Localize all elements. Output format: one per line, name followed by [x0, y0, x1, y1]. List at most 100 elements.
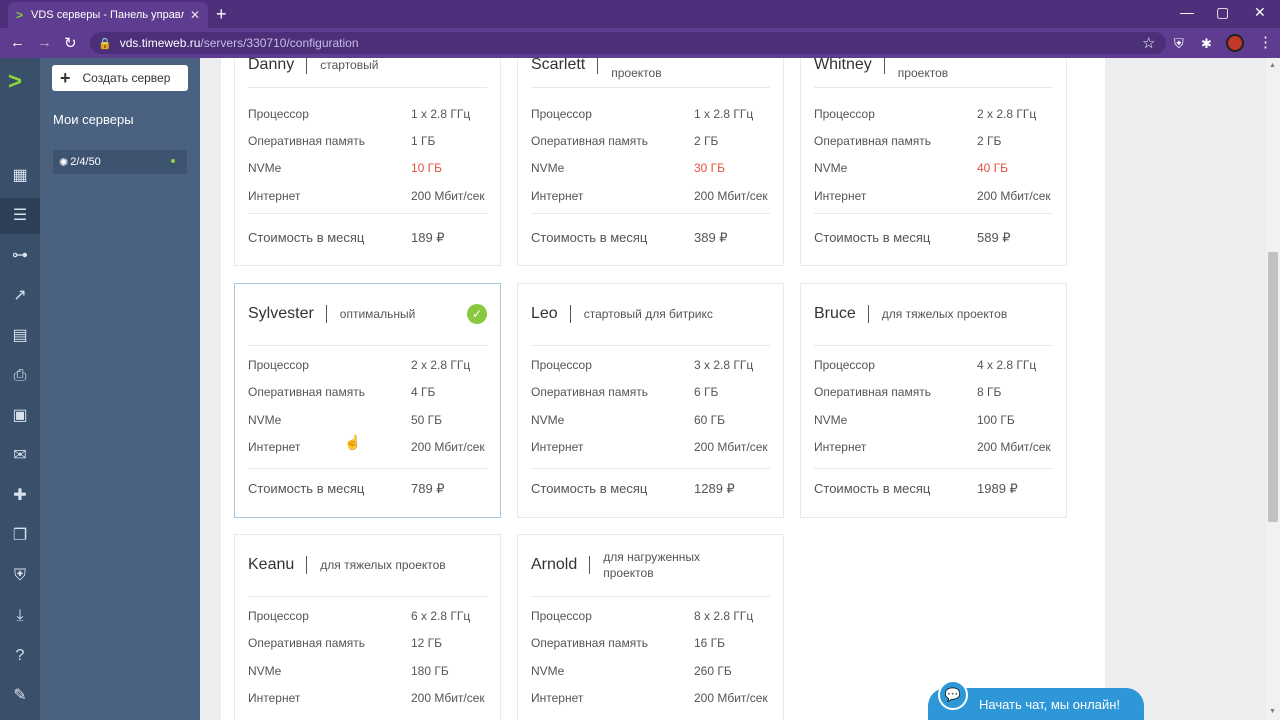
disk-label: NVMe — [531, 664, 565, 678]
disk-value: 100 ГБ — [977, 413, 1015, 427]
cpu-label: Процессор — [531, 609, 592, 623]
profile-avatar[interactable] — [1226, 34, 1244, 52]
plan-card-leo[interactable]: Leo стартовый для битрикс Процессор 3 x 2… — [517, 283, 784, 518]
maximize-button[interactable]: ▢ — [1216, 4, 1230, 20]
extensions-puzzle-icon[interactable]: ✱ — [1201, 36, 1212, 51]
create-server-button[interactable]: + Создать сервер — [52, 65, 188, 91]
ram-value: 4 ГБ — [411, 385, 436, 399]
servers-icon[interactable]: ☰ — [0, 198, 40, 234]
ram-label: Оперативная память — [248, 134, 365, 148]
net-value: 200 Мбит/сек — [694, 691, 768, 705]
url-field[interactable]: 🔒 vds.timeweb.ru/servers/330710/configur… — [90, 32, 1166, 54]
gift-icon[interactable]: ✚ — [13, 487, 27, 504]
price-value: 589 ₽ — [977, 230, 1011, 245]
lock-icon: 🔒 — [98, 37, 112, 50]
billing-icon[interactable]: ⎙ — [13, 367, 27, 384]
net-value: 200 Мбит/сек — [411, 440, 485, 454]
disk-value: 40 ГБ — [977, 161, 1009, 175]
servers-sidebar: + Создать сервер Мои серверы ✺ 2/4/50 — [40, 58, 200, 720]
stats-chart-icon[interactable]: ↗ — [13, 287, 27, 304]
plan-card-bruce[interactable]: Bruce для тяжелых проектов Процессор 4 x … — [800, 283, 1067, 518]
disk-label: NVMe — [814, 161, 848, 175]
plan-tag: для тяжелых проектов — [320, 558, 446, 572]
help-icon[interactable]: ? — [15, 647, 25, 664]
scroll-down-arrow-icon[interactable]: ▼ — [1269, 708, 1276, 715]
chat-bubble-icon[interactable]: 💬 — [938, 680, 968, 710]
url-host: vds.timeweb.ru — [119, 36, 201, 50]
ram-label: Оперативная память — [531, 134, 648, 148]
plan-card-keanu[interactable]: Keanu для тяжелых проектов Процессор 6 x … — [234, 534, 501, 720]
url-path: /servers/330710/configuration — [200, 36, 359, 50]
price-value: 1289 ₽ — [694, 481, 735, 496]
ram-value: 6 ГБ — [694, 385, 719, 399]
disk-value: 10 ГБ — [411, 161, 443, 175]
back-button[interactable]: ← — [10, 34, 25, 51]
shield-extension-icon[interactable]: ⛨ — [1174, 36, 1184, 51]
cpu-label: Процессор — [248, 609, 309, 623]
cpu-value: 6 x 2.8 ГГц — [411, 609, 471, 623]
copy-icon[interactable]: ❐ — [12, 527, 28, 544]
reload-button[interactable]: ↻ — [64, 35, 77, 52]
net-value: 200 Мбит/сек — [694, 440, 768, 454]
close-window-button[interactable]: ✕ — [1254, 4, 1266, 20]
shield-icon[interactable]: ⛨ — [13, 567, 26, 584]
cpu-label: Процессор — [531, 107, 592, 121]
new-tab-button[interactable]: + — [216, 4, 227, 24]
plan-tag: стартовый для битрикс — [583, 307, 713, 321]
feedback-icon[interactable]: ✎ — [13, 687, 27, 704]
price-value: 1989 ₽ — [977, 481, 1018, 496]
price-label: Стоимость в месяц — [531, 230, 648, 245]
cpu-value: 3 x 2.8 ГГц — [694, 358, 754, 372]
plan-name: Whitney — [814, 58, 872, 73]
timeweb-logo[interactable]: > — [8, 68, 23, 95]
forward-button[interactable]: → — [37, 34, 52, 51]
disk-value: 260 ГБ — [694, 664, 732, 678]
bookmark-star-icon[interactable]: ☆ — [1142, 35, 1156, 52]
chat-label: Начать чат, мы онлайн! — [979, 696, 1121, 712]
minimize-button[interactable]: — — [1180, 4, 1194, 20]
net-label: Интернет — [248, 691, 301, 705]
cpu-label: Процессор — [814, 107, 875, 121]
browser-menu-icon[interactable]: ⋮ — [1258, 34, 1273, 51]
net-value: 200 Мбит/сек — [411, 189, 485, 203]
cpu-label: Процессор — [814, 358, 875, 372]
disk-label: NVMe — [248, 161, 282, 175]
selected-check-icon: ✓ — [467, 304, 487, 324]
cpu-value: 1 x 2.8 ГГц — [694, 107, 754, 121]
net-label: Интернет — [531, 440, 584, 454]
plan-tag: проектов — [611, 66, 662, 80]
scroll-up-arrow-icon[interactable]: ▲ — [1269, 62, 1276, 69]
cpu-label: Процессор — [248, 107, 309, 121]
cpu-value: 4 x 2.8 ГГц — [977, 358, 1037, 372]
ram-value: 8 ГБ — [977, 385, 1002, 399]
browser-tab[interactable]: > VDS серверы - Панель управле ✕ — [8, 2, 208, 28]
browser-tab-strip: > VDS серверы - Панель управле ✕ + — ▢ ✕ — [0, 0, 1280, 28]
scrollbar-thumb[interactable] — [1268, 252, 1278, 522]
network-icon[interactable]: ⊶ — [12, 247, 28, 264]
mail-icon[interactable]: ✉ — [13, 447, 27, 464]
plan-card-scarlett[interactable]: Scarlett проектов Процессор 1 x 2.8 ГГц О… — [517, 58, 784, 266]
plan-card-arnold[interactable]: Arnold для нагруженных проектов Процессо… — [517, 534, 784, 720]
apps-grid-icon[interactable]: ▦ — [12, 167, 28, 184]
price-label: Стоимость в месяц — [248, 230, 365, 245]
server-status-dot — [171, 159, 175, 163]
documents-icon[interactable]: ▣ — [12, 407, 28, 424]
plan-name: Danny — [248, 58, 295, 73]
cpu-value: 1 x 2.8 ГГц — [411, 107, 471, 121]
plan-name: Keanu — [248, 556, 295, 573]
cpu-value: 2 x 2.8 ГГц — [977, 107, 1037, 121]
cpu-value: 2 x 2.8 ГГц — [411, 358, 471, 372]
net-label: Интернет — [814, 189, 867, 203]
plan-card-sylvester[interactable]: Sylvester оптимальный ✓ Процессор 2 x 2.8… — [234, 283, 501, 518]
plan-name: Scarlett — [531, 58, 586, 73]
price-label: Стоимость в месяц — [248, 481, 365, 496]
ram-value: 2 ГБ — [977, 134, 1002, 148]
net-label: Интернет — [531, 189, 584, 203]
plan-card-whitney[interactable]: Whitney проектов Процессор 2 x 2.8 ГГц Оп… — [800, 58, 1067, 266]
download-icon[interactable]: ⤓ — [16, 607, 24, 624]
plan-card-danny[interactable]: Danny стартовый Процессор 1 x 2.8 ГГц Опе… — [234, 58, 501, 266]
storage-icon[interactable]: ▤ — [12, 327, 28, 344]
server-list-item[interactable]: ✺ 2/4/50 — [53, 150, 187, 174]
tab-close-icon[interactable]: ✕ — [189, 8, 200, 22]
ram-value: 16 ГБ — [694, 636, 726, 650]
